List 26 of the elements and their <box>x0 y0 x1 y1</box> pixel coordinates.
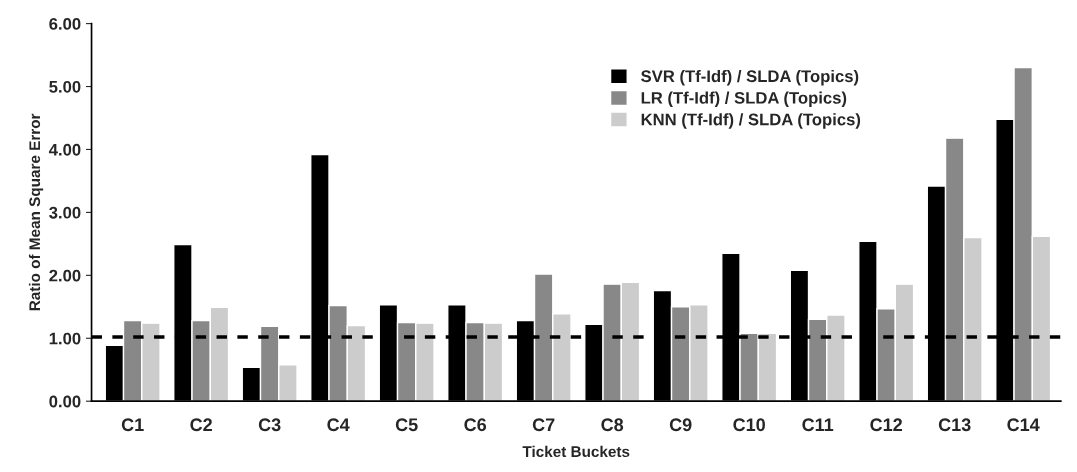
x-tick-label: C8 <box>601 418 624 432</box>
x-tick-label: C9 <box>669 418 692 432</box>
legend-label: KNN (Tf-Idf) / SLDA (Topics) <box>641 113 861 129</box>
x-tick-label: C10 <box>733 418 765 432</box>
x-tick-label: C4 <box>327 418 350 432</box>
x-tick-label: C14 <box>1007 418 1040 432</box>
y-tick-label: 0.00 <box>49 395 81 408</box>
x-axis-title: Ticket Buckets <box>522 445 630 458</box>
x-tick-label: C7 <box>532 418 555 432</box>
x-tick-label: C13 <box>938 418 971 432</box>
x-tick-label: C3 <box>258 418 281 432</box>
y-tick-label: 4.00 <box>48 143 81 156</box>
y-tick-label: 5.00 <box>49 80 81 93</box>
y-axis-title: Ratio of Mean Square Error <box>28 113 44 311</box>
x-tick-label: C1 <box>121 418 144 432</box>
y-tick-label: 2.00 <box>49 269 81 282</box>
y-tick-label: 3.00 <box>49 206 81 219</box>
y-tick-label: 1.00 <box>49 332 81 345</box>
legend-label: LR (Tf-Idf) / SLDA (Topics) <box>641 91 847 108</box>
x-tick-label: C11 <box>802 418 834 432</box>
x-tick-label: C12 <box>870 418 902 432</box>
x-tick-label: C2 <box>190 418 212 432</box>
x-tick-label: C5 <box>395 418 418 432</box>
y-tick-label: 6.00 <box>49 18 81 30</box>
x-tick-label: C6 <box>464 418 487 432</box>
legend-label: SVR (Tf-Idf) / SLDA (Topics) <box>641 69 859 86</box>
